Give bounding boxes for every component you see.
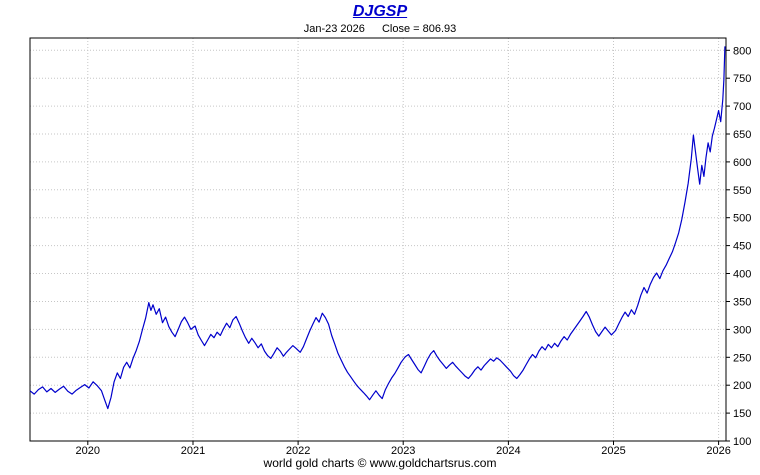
chart-date-label: Jan-23 2026 <box>303 23 365 35</box>
y-axis-label: 450 <box>733 241 751 253</box>
x-axis-label: 2023 <box>391 445 415 457</box>
x-axis-label: 2020 <box>76 445 100 457</box>
y-axis-label: 400 <box>733 269 751 281</box>
y-axis-label: 750 <box>733 73 751 85</box>
x-axis-label: 2024 <box>496 445 520 457</box>
price-line <box>29 46 726 410</box>
chart-subtitle: Jan-23 2026 Close = 806.93 <box>0 23 760 35</box>
y-axis-label: 650 <box>733 129 751 141</box>
y-axis-label: 800 <box>733 45 751 57</box>
x-axis-label: 2022 <box>286 445 310 457</box>
y-axis-label: 700 <box>733 101 751 113</box>
y-axis-label: 500 <box>733 213 751 225</box>
chart-close-label: Close = 806.93 <box>381 23 457 35</box>
y-axis-label: 250 <box>733 352 751 364</box>
y-axis-label: 350 <box>733 297 751 309</box>
y-axis-label: 550 <box>733 185 751 197</box>
y-axis-label: 600 <box>733 157 751 169</box>
y-axis-label: 300 <box>733 324 751 336</box>
chart-credit: world gold charts © www.goldchartsrus.co… <box>263 456 497 470</box>
x-axis-label: 2025 <box>601 445 625 457</box>
y-axis-label: 200 <box>733 380 751 392</box>
y-axis-label: 150 <box>733 408 751 420</box>
plot-border <box>29 37 727 442</box>
y-axis-label: 100 <box>733 436 751 448</box>
chart-title: DJGSP <box>352 3 408 20</box>
x-axis-label: 2026 <box>706 445 730 457</box>
x-axis-label: 2021 <box>181 445 205 457</box>
